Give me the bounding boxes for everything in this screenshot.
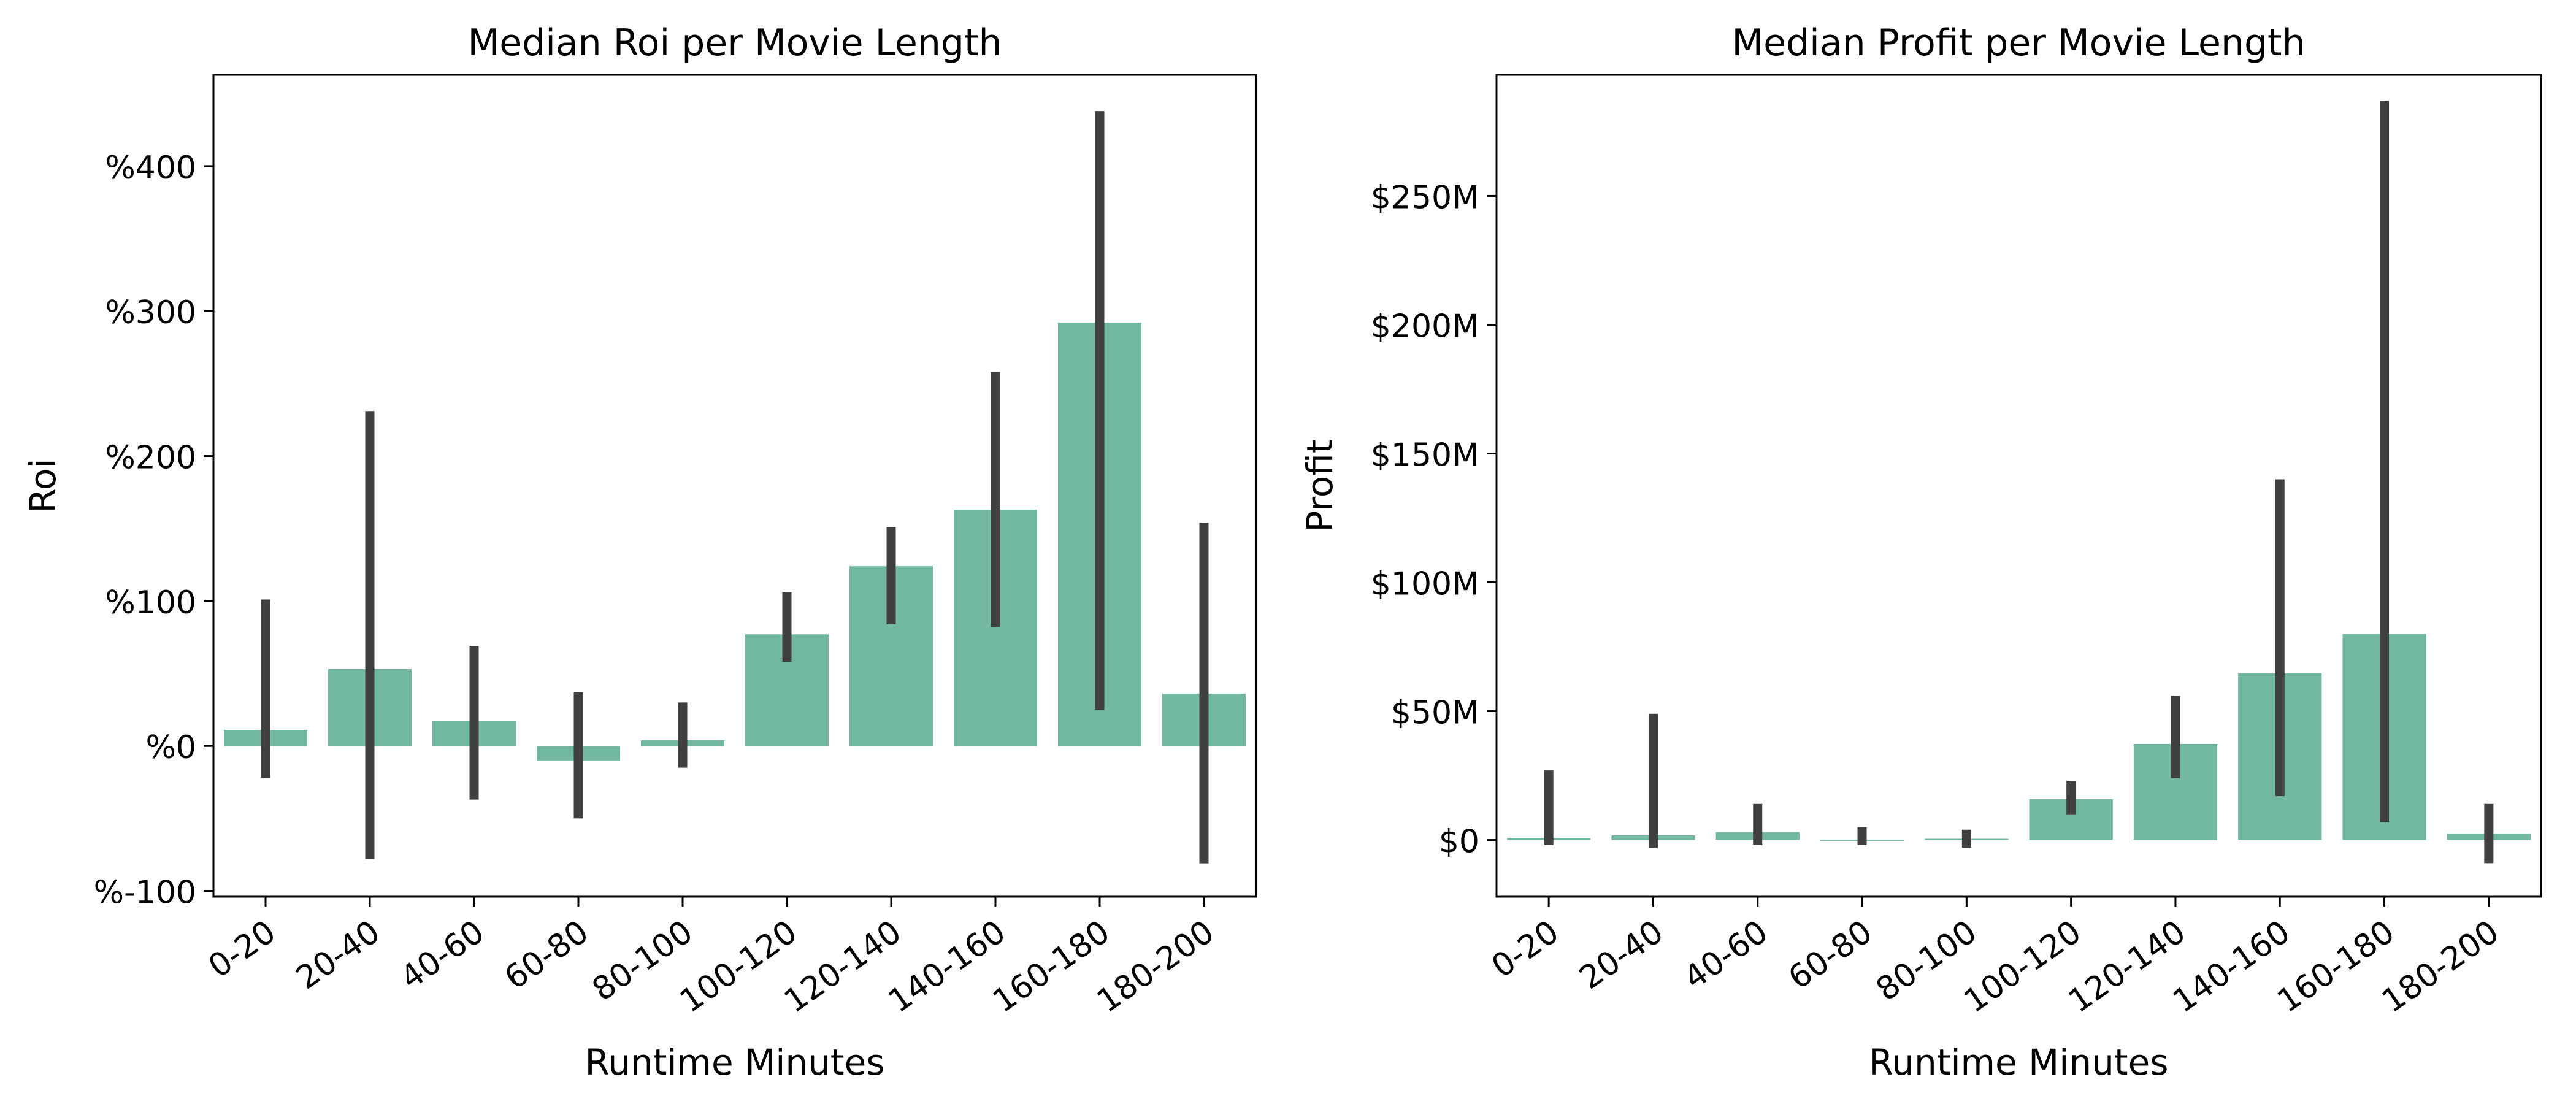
profit-chart-panel: Median Profit per Movie Length Profit Ru…: [1299, 21, 2542, 1083]
y-tick-label: $100M: [1371, 566, 1479, 603]
y-tick-label: %400: [105, 150, 196, 186]
x-tick-label: 120-140: [2062, 913, 2192, 1020]
x-tick-label: 140-160: [882, 913, 1012, 1020]
x-tick-label: 40-60: [394, 913, 491, 997]
x-tick-label: 160-180: [2271, 913, 2401, 1020]
x-tick-label: 180-200: [1091, 913, 1221, 1020]
x-tick-label: 180-200: [2375, 913, 2505, 1020]
y-tick-label: $150M: [1371, 437, 1479, 473]
x-tick-label: 120-140: [778, 913, 908, 1020]
x-tick-label: 40-60: [1677, 913, 1774, 997]
x-tick-label: 100-120: [1958, 913, 2088, 1020]
y-tick-label: %300: [105, 294, 196, 331]
chart-title: Median Profit per Movie Length: [1731, 21, 2305, 64]
roi-chart-panel: Median Roi per Movie Length Roi Runtime …: [22, 21, 1257, 1083]
x-tick-label: 60-80: [1782, 913, 1879, 997]
y-axis-label: Roi: [22, 458, 64, 513]
y-tick-label: $0: [1439, 824, 1479, 861]
y-tick-label: $50M: [1391, 695, 1479, 732]
x-tick-label: 0-20: [202, 913, 282, 985]
y-axis-label: Profit: [1299, 439, 1341, 532]
x-tick-label: 100-120: [673, 913, 803, 1020]
y-tick-label: $250M: [1371, 179, 1479, 216]
x-tick-label: 140-160: [2166, 913, 2296, 1020]
y-tick-label: %200: [105, 440, 196, 477]
chart-title: Median Roi per Movie Length: [467, 21, 1002, 64]
x-tick-label: 20-40: [1573, 913, 1670, 997]
x-tick-label: 60-80: [498, 913, 595, 997]
x-tick-label: 0-20: [1485, 913, 1566, 985]
x-tick-label: 160-180: [986, 913, 1116, 1020]
y-tick-label: %0: [146, 729, 197, 766]
x-axis-label: Runtime Minutes: [1868, 1041, 2168, 1083]
plot-frame: [1495, 74, 2542, 898]
y-tick-label: %-100: [94, 875, 196, 911]
y-tick-label: $200M: [1371, 308, 1479, 345]
x-axis-label: Runtime Minutes: [585, 1041, 884, 1083]
y-tick-label: %100: [105, 585, 196, 621]
x-tick-label: 20-40: [289, 913, 386, 997]
plot-frame: [212, 74, 1257, 898]
